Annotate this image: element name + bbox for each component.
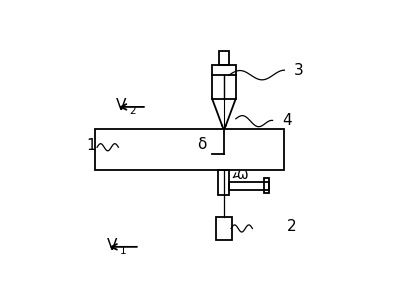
Text: 1: 1	[119, 246, 126, 256]
Bar	[264, 178, 270, 193]
Text: V: V	[116, 99, 127, 113]
Bar	[219, 51, 229, 65]
Text: 1: 1	[86, 138, 96, 152]
Bar	[212, 65, 236, 99]
Text: 4: 4	[282, 113, 292, 128]
Bar	[216, 217, 232, 240]
Text: 2: 2	[129, 106, 136, 116]
Text: δ: δ	[197, 137, 206, 152]
Text: 3: 3	[294, 63, 304, 78]
Bar	[95, 129, 285, 170]
Text: ω: ω	[236, 168, 248, 182]
Text: 2: 2	[287, 219, 296, 234]
Bar	[230, 182, 268, 190]
Bar	[219, 170, 230, 195]
Text: V: V	[107, 238, 117, 253]
